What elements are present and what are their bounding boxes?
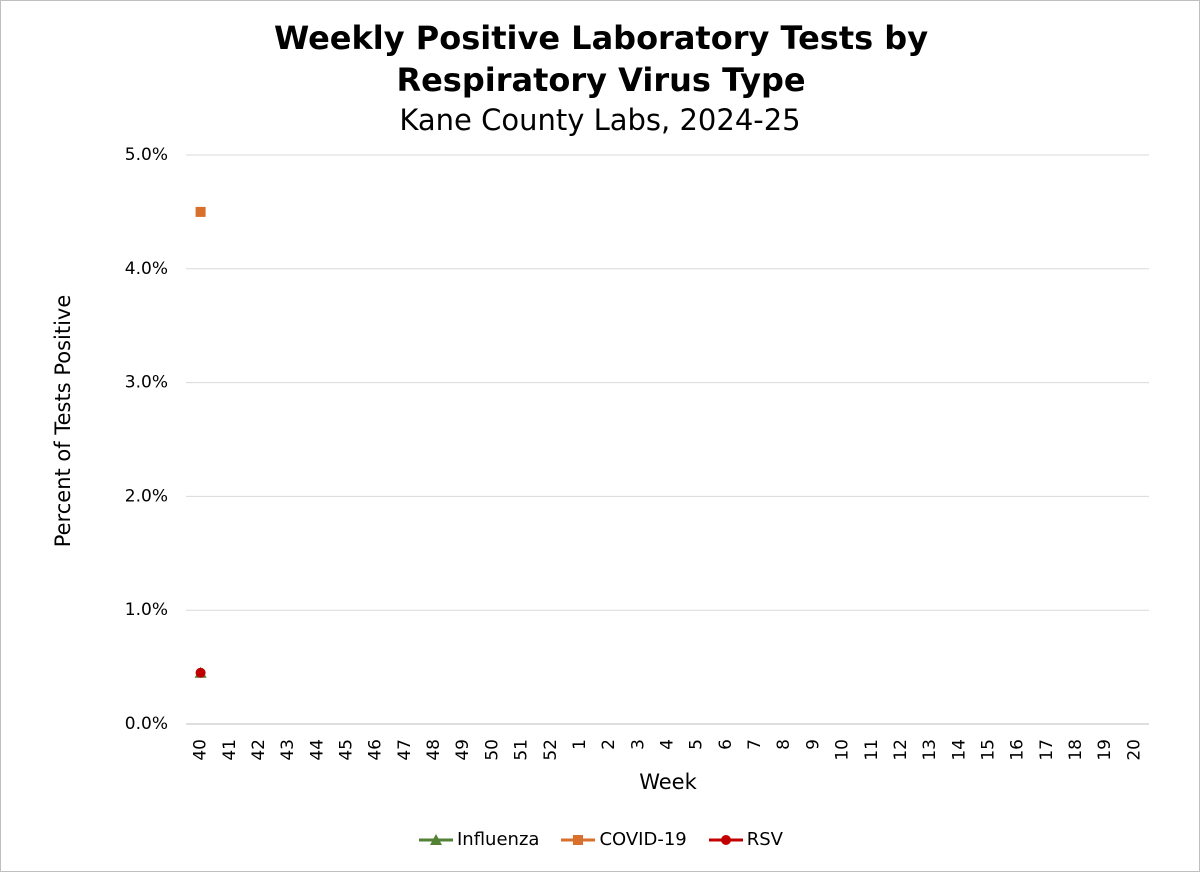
- y-tick-label: 0.0%: [125, 714, 168, 734]
- x-tick-label: 9: [803, 739, 823, 750]
- x-tick-label: 48: [424, 739, 444, 761]
- x-tick-label: 41: [220, 739, 240, 761]
- x-tick-label: 17: [1037, 739, 1057, 761]
- legend-symbol: [561, 834, 596, 845]
- x-tick-label: 49: [453, 739, 473, 761]
- chart-title: Weekly Positive Laboratory Tests by Resp…: [273, 19, 929, 99]
- x-tick-label: 2: [599, 739, 619, 750]
- x-tick-label: 19: [1095, 739, 1115, 761]
- x-tick-label: 44: [307, 739, 327, 761]
- x-tick-label: 11: [862, 739, 882, 761]
- x-tick-label: 7: [745, 739, 765, 750]
- x-tick-label: 16: [1008, 739, 1028, 761]
- x-tick-label: 5: [687, 739, 707, 750]
- x-tick-label: 10: [833, 739, 853, 761]
- x-tick-label: 40: [191, 739, 211, 761]
- y-tick-label: 2.0%: [125, 486, 168, 506]
- x-tick-label: 14: [949, 739, 969, 761]
- legend-label: Influenza: [457, 829, 540, 850]
- x-tick-label: 6: [716, 739, 736, 750]
- x-tick-label: 3: [628, 739, 648, 750]
- x-tick-label: 1: [570, 739, 590, 750]
- x-axis-label: Week: [639, 770, 697, 794]
- x-tick-label: 18: [1066, 739, 1086, 761]
- legend-symbol: [419, 833, 453, 845]
- y-tick-label: 4.0%: [125, 259, 168, 279]
- x-tick-label: 43: [278, 739, 298, 761]
- legend: Influenza COVID-19 RSV: [1, 829, 1199, 850]
- x-tick-label: 20: [1124, 739, 1144, 761]
- marker: [430, 833, 442, 845]
- marker: [720, 834, 731, 845]
- marker: [195, 206, 206, 217]
- chart-subtitle: Kane County Labs, 2024-25: [399, 103, 801, 137]
- x-tick-label: 8: [774, 739, 794, 750]
- legend-symbol: [708, 834, 743, 845]
- x-tick-label: 13: [920, 739, 940, 761]
- x-tick-label: 46: [366, 739, 386, 761]
- legend-label: RSV: [746, 829, 783, 850]
- x-tick-label: 51: [512, 739, 532, 761]
- x-tick-label: 4: [658, 739, 678, 750]
- x-tick-label: 15: [979, 739, 999, 761]
- marker: [573, 834, 584, 845]
- y-tick-label: 5.0%: [125, 145, 168, 165]
- y-tick-label: 3.0%: [125, 373, 168, 393]
- legend-item: Influenza: [417, 829, 539, 850]
- x-tick-label: 45: [337, 739, 357, 761]
- x-tick-label: 42: [249, 739, 269, 761]
- x-tick-label: 50: [482, 739, 502, 761]
- x-tick-label: 47: [395, 739, 415, 761]
- legend-item: RSV: [707, 829, 783, 850]
- y-tick-label: 1.0%: [125, 600, 168, 620]
- x-tick-label: 12: [891, 739, 911, 761]
- marker: [195, 667, 206, 678]
- legend-item: COVID-19: [559, 829, 687, 850]
- legend-label: COVID-19: [599, 829, 687, 850]
- y-axis-label: Percent of Tests Positive: [51, 295, 75, 548]
- x-tick-label: 52: [541, 739, 561, 761]
